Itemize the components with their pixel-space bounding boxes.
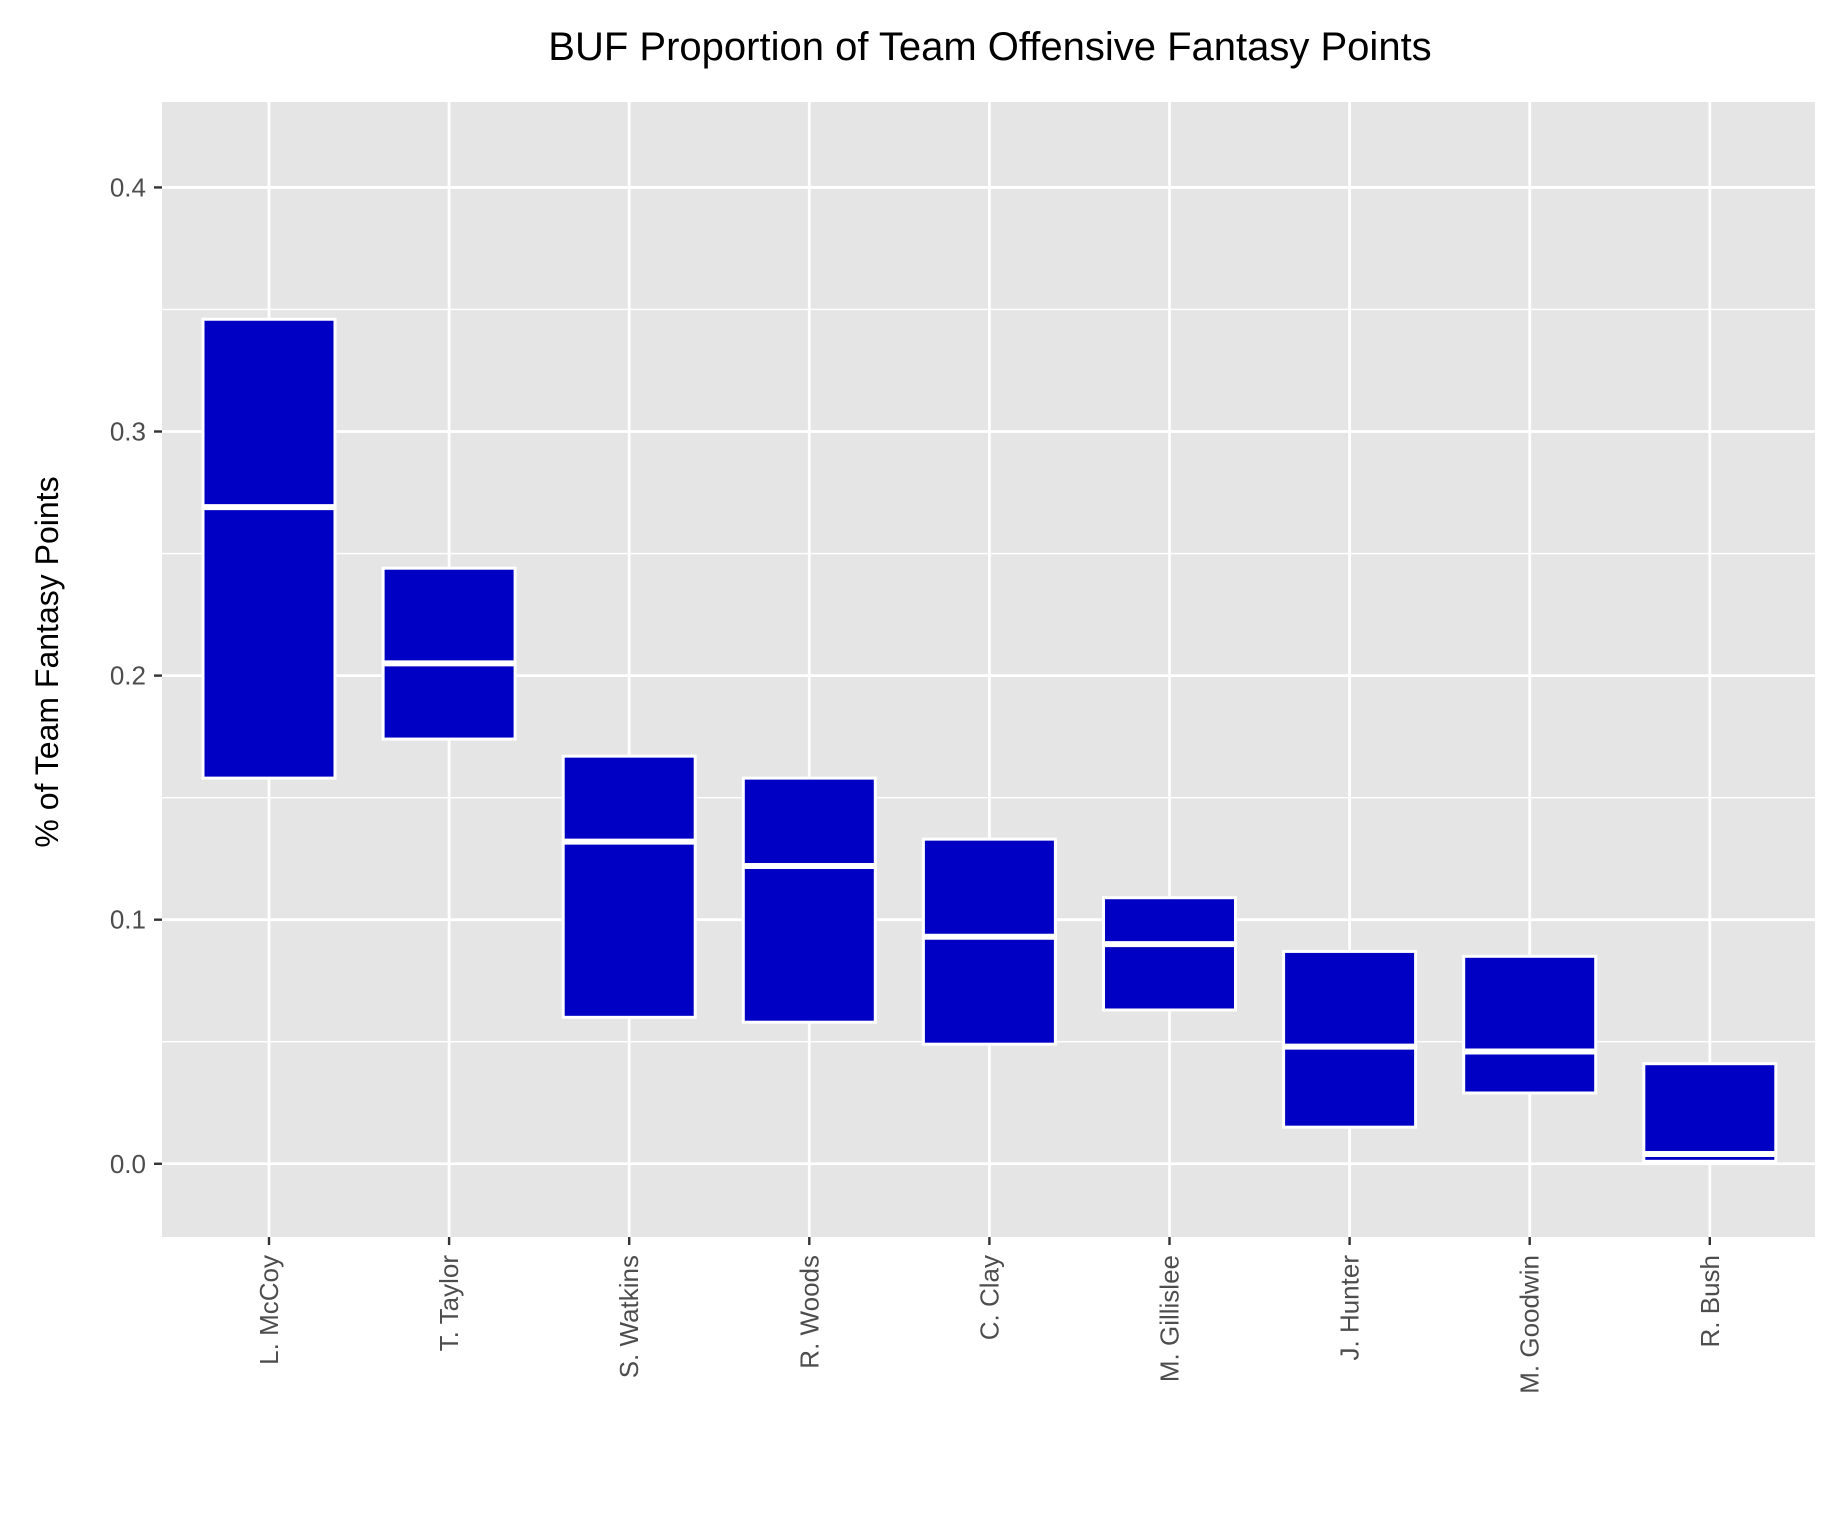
box-r-woods: [741, 776, 877, 1024]
plot-area: 0.0 0.1 0.2 0.3 0.4 L. McCoy T. Taylor S. Watki…: [110, 102, 1815, 1394]
x-tick-label: T. Taylor: [434, 1255, 464, 1352]
box-r-bush: [1642, 1062, 1778, 1163]
box-rect: [201, 317, 337, 780]
box-rect: [1282, 949, 1418, 1129]
x-tick-label: L. McCoy: [254, 1255, 284, 1365]
x-tick-label: R. Bush: [1695, 1255, 1725, 1348]
x-tick-label: R. Woods: [794, 1255, 824, 1369]
box-l-mccoy: [201, 317, 337, 780]
x-tick-label: S. Watkins: [614, 1255, 644, 1378]
box-t-taylor: [381, 566, 517, 741]
box-j-hunter: [1282, 949, 1418, 1129]
box-c-clay: [921, 837, 1057, 1046]
chart-title: BUF Proportion of Team Offensive Fantasy…: [548, 25, 1431, 69]
x-tick-label: M. Gillislee: [1155, 1255, 1185, 1382]
box-m-gillislee: [1102, 896, 1237, 1012]
box-m-goodwin: [1462, 954, 1598, 1095]
y-axis-label: % of Team Fantasy Points: [29, 476, 65, 847]
x-tick-label: C. Clay: [974, 1255, 1004, 1340]
y-tick-label: 0.4: [110, 172, 146, 202]
box-rect: [921, 837, 1057, 1046]
box-rect: [381, 566, 517, 741]
y-tick-label: 0.3: [110, 417, 146, 447]
box-rect: [1462, 954, 1598, 1095]
y-tick-label: 0.0: [110, 1149, 146, 1179]
box-rect: [1642, 1062, 1778, 1163]
y-tick-label: 0.2: [110, 661, 146, 691]
x-tick-label: M. Goodwin: [1515, 1255, 1545, 1394]
y-tick-label: 0.1: [110, 905, 146, 935]
box-s-watkins: [561, 754, 697, 1019]
box-rect: [561, 754, 697, 1019]
box-rect: [1102, 896, 1237, 1012]
box-rect: [741, 776, 877, 1024]
x-tick-label: J. Hunter: [1335, 1255, 1365, 1361]
